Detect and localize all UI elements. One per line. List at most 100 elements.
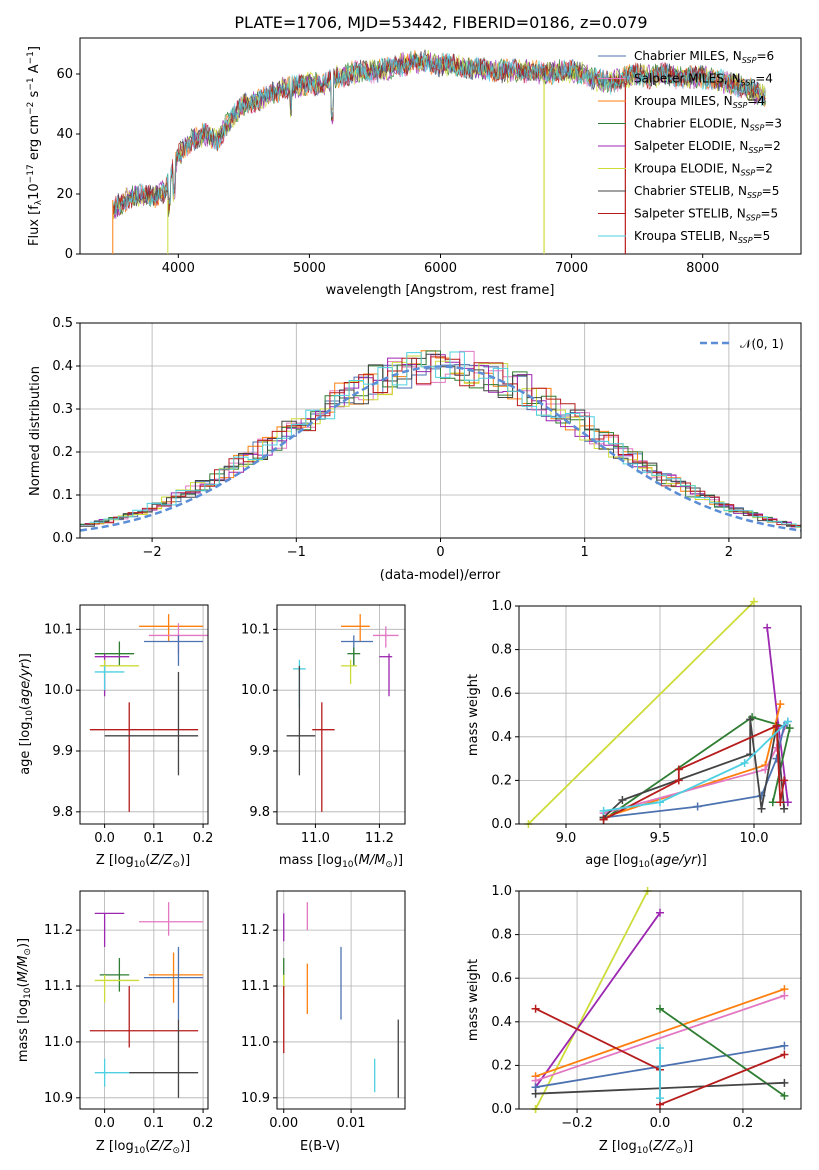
legend-label: Kroupa ELODIE, NSSP=2	[634, 162, 773, 178]
weight-marker	[780, 1078, 789, 1087]
weight-marker	[768, 798, 777, 807]
x-tick-label: 0.2	[733, 1116, 754, 1131]
x-tick-label: 0.2	[193, 831, 214, 846]
y-tick-label: 9.8	[249, 805, 270, 820]
y-tick-label: 1.0	[491, 599, 512, 614]
weight-marker	[531, 1089, 540, 1098]
x-tick-label: 5000	[293, 261, 326, 276]
panel-content	[283, 902, 399, 1098]
x-tick-label: 0.1	[144, 1116, 165, 1131]
histogram-ticks: −2 −1 0 1 2 0.0 0.1 0.2 0.3 0.4 0.5	[52, 316, 733, 560]
massweight-vs-age-panel: 9.0 9.5 10.0 0.0 0.2 0.4 0.6 0.8 1.0	[491, 597, 802, 846]
panel-content	[531, 887, 789, 1113]
figure-title: PLATE=1706, MJD=53442, FIBERID=0186, z=0…	[234, 13, 647, 32]
y-tick-label: 40	[56, 127, 73, 142]
y-tick-label: 11.1	[241, 979, 270, 994]
y-tick-label: 1.0	[491, 884, 512, 899]
panel-frame	[79, 604, 209, 825]
y-tick-label: 10.1	[44, 622, 73, 637]
weight-marker	[780, 1041, 789, 1050]
weight-marker	[776, 700, 785, 709]
massebv-xlabel: E(B-V)	[300, 1139, 340, 1154]
weight-marker	[757, 804, 766, 813]
y-tick-label: 10.1	[241, 622, 270, 637]
weight-marker	[783, 798, 792, 807]
y-tick-label: 0.8	[491, 928, 512, 943]
x-tick-label: 0	[436, 545, 444, 560]
x-tick-label: 4000	[162, 261, 195, 276]
legend-label: Salpeter MILES, NSSP=4	[634, 72, 773, 88]
x-tick-label: 0.01	[337, 1116, 366, 1131]
y-tick-label: 20	[56, 187, 73, 202]
weight-marker	[656, 798, 664, 807]
weight-line	[527, 600, 755, 825]
weight-marker	[599, 806, 608, 815]
mwz-xlabel: Z [log10(Z/Z⊙)]	[599, 1139, 693, 1156]
age-vs-z-panel: 0.0 0.1 0.2 9.8 9.9 10.0 10.1	[44, 604, 214, 846]
y-tick-label: 0	[65, 247, 73, 262]
legend-label: Salpeter STELIB, NSSP=5	[634, 207, 778, 223]
weight-line	[603, 720, 789, 812]
x-tick-label: 2	[725, 545, 733, 560]
weight-marker	[599, 815, 608, 824]
y-tick-label: 9.9	[52, 744, 73, 759]
mwz-ylabel: mass weight	[466, 959, 481, 1041]
legend-label: Chabrier ELODIE, NSSP=3	[634, 117, 782, 133]
x-tick-label: 8000	[686, 261, 719, 276]
x-tick-label: −2	[143, 545, 162, 560]
weight-marker	[693, 802, 702, 811]
x-tick-label: 6000	[424, 261, 457, 276]
y-tick-label: 0.2	[491, 1058, 512, 1073]
weight-line	[535, 994, 785, 1082]
y-tick-label: 9.9	[249, 744, 270, 759]
y-tick-label: 11.2	[44, 923, 73, 938]
histogram-series	[79, 350, 802, 532]
panel-frame	[79, 890, 209, 1110]
weight-marker	[776, 798, 785, 807]
x-tick-label: 9.0	[556, 831, 577, 846]
y-tick-label: 0.6	[491, 686, 512, 701]
x-tick-label: 0.2	[193, 1116, 214, 1131]
panel-frame	[276, 890, 406, 1110]
x-tick-label: −1	[287, 545, 306, 560]
weight-line	[534, 912, 661, 1088]
histogram-step	[89, 351, 801, 528]
histogram-ylabel: Normed distribution	[28, 366, 43, 496]
weight-marker	[780, 776, 789, 785]
weight-marker	[780, 991, 789, 1000]
panel-frame	[276, 604, 406, 825]
y-tick-label: 0.4	[491, 1015, 512, 1030]
spectrum-line	[112, 52, 766, 214]
legend-label: Kroupa STELIB, NSSP=5	[634, 229, 770, 245]
weight-marker	[780, 1050, 789, 1059]
legend-label: Kroupa MILES, NSSP=4	[634, 94, 765, 110]
mwage-xlabel: age [log10(age/yr)]	[585, 853, 707, 870]
panel-content	[89, 614, 208, 812]
y-tick-label: 10.0	[44, 683, 73, 698]
y-tick-label: 0.4	[491, 730, 512, 745]
mwage-ylabel: mass weight	[466, 674, 481, 756]
weight-line	[603, 716, 791, 821]
weight-line	[659, 1007, 785, 1097]
agemass-xlabel: mass [log10(M/M⊙)]	[279, 853, 403, 870]
y-tick-label: 11.2	[241, 923, 270, 938]
spectrum-xlabel: wavelength [Angstrom, rest frame]	[326, 283, 555, 298]
mass-vs-z-panel: 0.0 0.1 0.2 10.9 11.0 11.1 11.2	[44, 890, 214, 1131]
legend-label: Salpeter ELODIE, NSSP=2	[634, 139, 781, 155]
x-tick-label: 1	[581, 545, 589, 560]
massweight-vs-z-panel: −0.2 0.0 0.2 0.0 0.2 0.4 0.6 0.8 1.0	[491, 884, 802, 1131]
weight-marker	[656, 1094, 664, 1103]
agez-ylabel: age [log10(age/yr)]	[18, 653, 35, 775]
weight-marker	[674, 765, 683, 774]
age-vs-mass-panel: 11.0 11.2 9.8 9.9 10.0 10.1	[241, 604, 406, 846]
y-tick-label: 0.0	[491, 1102, 512, 1117]
weight-marker	[763, 623, 772, 632]
y-tick-label: 10.9	[241, 1091, 270, 1106]
normal-curve	[79, 365, 802, 532]
mass-vs-ebv-panel: 0.00 0.01 10.9 11.0 11.1 11.2	[241, 890, 406, 1131]
spectrum-ticks: 4000 5000 6000 7000 8000 0 20 40 60	[56, 67, 719, 276]
spectrum-ylabel: Flux [fλ10−17 erg cm−2 s−1 A−1]	[26, 46, 44, 246]
y-tick-label: 10.0	[241, 683, 270, 698]
weight-marker	[780, 1091, 789, 1100]
y-tick-label: 11.0	[44, 1035, 73, 1050]
